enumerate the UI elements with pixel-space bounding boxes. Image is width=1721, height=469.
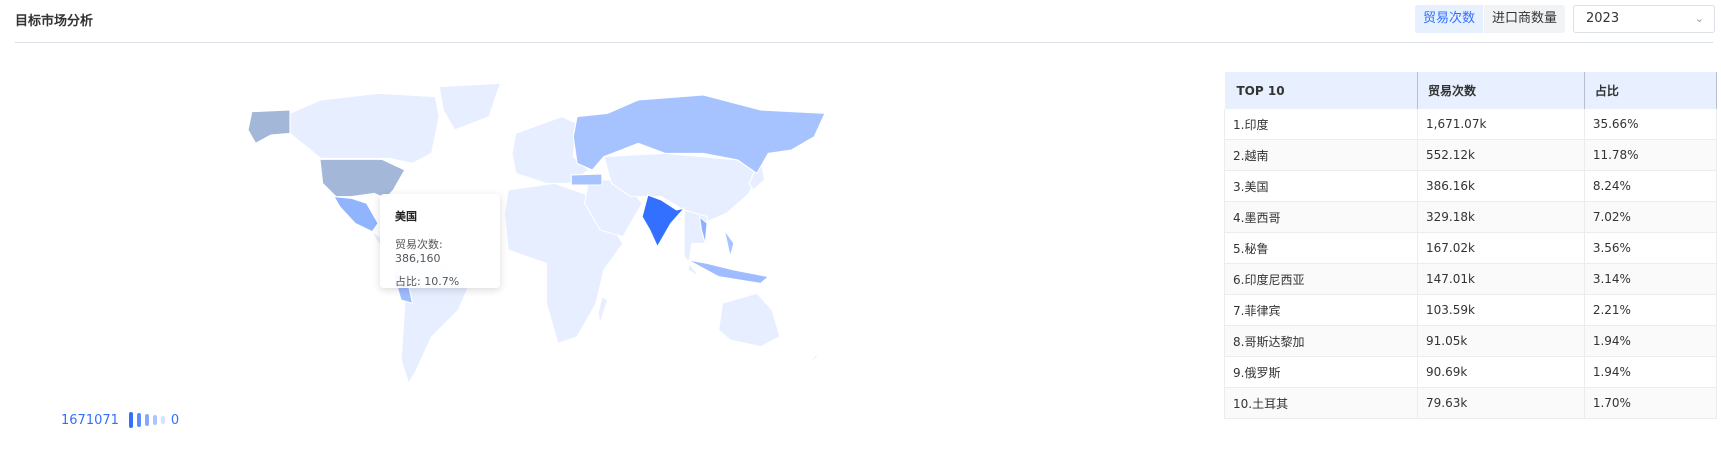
tab-trade-count[interactable]: 贸易次数 — [1415, 5, 1485, 33]
tab-importer-count[interactable]: 进口商数量 — [1484, 5, 1566, 33]
cell-country: 2.越南 — [1223, 139, 1419, 171]
cell-trade-count: 147.01k — [1417, 263, 1585, 295]
cell-trade-count: 79.63k — [1417, 387, 1585, 419]
cell-share: 3.14% — [1584, 263, 1718, 295]
col-trade-count: 贸易次数 — [1417, 72, 1585, 109]
cell-country: 5.秘鲁 — [1223, 232, 1419, 264]
cell-country: 8.哥斯达黎加 — [1223, 325, 1419, 357]
cell-trade-count: 90.69k — [1417, 356, 1585, 388]
map-tooltip: 美国 贸易次数: 386,160 占比: 10.7% — [380, 194, 500, 288]
country-greenland[interactable] — [438, 82, 502, 131]
legend-min: 0 — [170, 412, 180, 428]
cell-trade-count: 103.59k — [1417, 294, 1585, 326]
visual-map-legend[interactable]: 1671071 0 — [61, 412, 179, 428]
year-select[interactable]: 2023 ⌄ — [1573, 5, 1715, 33]
table-row: 3.美国 386.16k 8.24% — [1223, 170, 1718, 202]
table-row: 5.秘鲁 167.02k 3.56% — [1223, 232, 1718, 264]
year-value: 2023 — [1586, 11, 1620, 26]
country-indonesia[interactable] — [687, 259, 770, 284]
cell-country: 6.印度尼西亚 — [1223, 263, 1419, 295]
tooltip-country: 美国 — [395, 210, 417, 223]
cell-country: 3.美国 — [1223, 170, 1419, 202]
country-canada[interactable] — [289, 92, 440, 164]
country-new-zealand[interactable] — [806, 349, 823, 371]
cell-country: 10.土耳其 — [1223, 387, 1419, 419]
tooltip-trade-count: 贸易次数: 386,160 — [395, 238, 443, 265]
metric-toggle: 贸易次数 进口商数量 — [1415, 5, 1566, 33]
country-vietnam[interactable] — [698, 215, 708, 244]
cell-country: 1.印度 — [1223, 109, 1419, 140]
table-row: 4.墨西哥 329.18k 7.02% — [1223, 201, 1718, 233]
top10-table: TOP 10 贸易次数 占比 1.印度 1,671.07k 35.66% 2.越南 55… — [1223, 72, 1718, 419]
legend-scale[interactable] — [128, 412, 165, 428]
cell-country: 4.墨西哥 — [1223, 201, 1419, 233]
cell-country: 9.俄罗斯 — [1223, 356, 1419, 388]
country-usa[interactable] — [319, 158, 406, 199]
chevron-down-icon: ⌄ — [1694, 12, 1704, 25]
table-row: 8.哥斯达黎加 91.05k 1.94% — [1223, 325, 1718, 357]
cell-trade-count: 552.12k — [1417, 139, 1585, 171]
cell-share: 1.70% — [1584, 387, 1718, 419]
table-row: 2.越南 552.12k 11.78% — [1223, 139, 1718, 171]
cell-share: 1.94% — [1584, 356, 1718, 388]
cell-share: 3.56% — [1584, 232, 1718, 264]
country-alaska[interactable] — [247, 109, 291, 145]
cell-trade-count: 386.16k — [1417, 170, 1585, 202]
cell-share: 7.02% — [1584, 201, 1718, 233]
table-row: 10.土耳其 79.63k 1.70% — [1223, 387, 1718, 419]
cell-share: 8.24% — [1584, 170, 1718, 202]
cell-share: 2.21% — [1584, 294, 1718, 326]
cell-country: 7.菲律宾 — [1223, 294, 1419, 326]
table-row: 9.俄罗斯 90.69k 1.94% — [1223, 356, 1718, 388]
cell-share: 1.94% — [1584, 325, 1718, 357]
cell-share: 11.78% — [1584, 139, 1718, 171]
tooltip-share: 占比: 10.7% — [395, 275, 460, 288]
cell-trade-count: 167.02k — [1417, 232, 1585, 264]
region-asia[interactable] — [603, 152, 758, 224]
country-india[interactable] — [641, 194, 686, 248]
country-turkey[interactable] — [570, 173, 603, 186]
table-row: 1.印度 1,671.07k 35.66% — [1223, 109, 1718, 140]
cell-trade-count: 91.05k — [1417, 325, 1585, 357]
legend-max: 1671071 — [61, 412, 119, 428]
cell-share: 35.66% — [1584, 109, 1718, 140]
col-share: 占比 — [1584, 72, 1718, 109]
country-mexico[interactable] — [333, 196, 379, 233]
country-australia[interactable] — [718, 292, 781, 348]
country-philippines[interactable] — [723, 229, 735, 257]
cell-trade-count: 1,671.07k — [1417, 109, 1585, 140]
table-row: 6.印度尼西亚 147.01k 3.14% — [1223, 263, 1718, 295]
country-russia[interactable] — [572, 94, 825, 175]
cell-trade-count: 329.18k — [1417, 201, 1585, 233]
table-row: 7.菲律宾 103.59k 2.21% — [1223, 294, 1718, 326]
header-divider — [15, 42, 1713, 43]
page-title: 目标市场分析 — [15, 14, 94, 29]
country-madagascar[interactable] — [597, 295, 609, 324]
col-top10: TOP 10 — [1224, 72, 1419, 109]
world-map — [247, 82, 825, 385]
